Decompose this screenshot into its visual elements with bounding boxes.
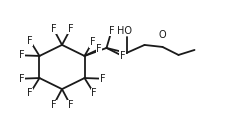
Text: F: F	[109, 26, 114, 36]
Text: F: F	[120, 51, 125, 61]
Text: F: F	[51, 100, 56, 110]
Text: HO: HO	[117, 26, 132, 36]
Text: F: F	[68, 24, 73, 34]
Text: F: F	[51, 24, 56, 34]
Text: F: F	[27, 88, 33, 98]
Text: F: F	[19, 74, 24, 84]
Text: F: F	[90, 37, 95, 47]
Text: F: F	[68, 100, 73, 110]
Text: F: F	[27, 36, 33, 46]
Text: F: F	[19, 50, 24, 60]
Text: F: F	[100, 74, 105, 84]
Text: F: F	[96, 44, 102, 54]
Text: O: O	[159, 30, 166, 40]
Text: F: F	[91, 88, 97, 98]
